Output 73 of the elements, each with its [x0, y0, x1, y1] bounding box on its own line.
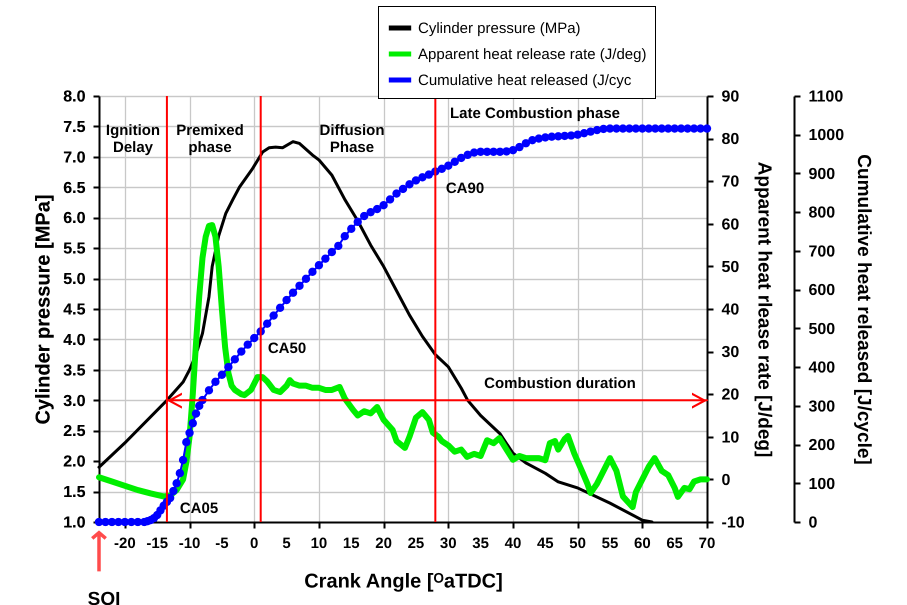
annotation: CA05: [180, 500, 218, 517]
y2-axis-title: Apparent heat rlease rate [J/deg]: [754, 162, 775, 458]
x-tick-label: 50: [569, 535, 586, 552]
y-tick-label: 7.0: [63, 149, 86, 166]
annotation: Ignition Delay: [106, 122, 160, 156]
x-tick-label: 20: [375, 535, 392, 552]
y3-tick-label: 400: [808, 360, 836, 377]
x-tick-label: -10: [178, 535, 200, 552]
y-tick-label: 6.0: [63, 210, 86, 228]
y-tick-label: 8.0: [63, 88, 86, 106]
x-axis-title: Crank Angle [ᴼaTDC]: [304, 570, 503, 592]
y3-tick-label: 600: [808, 282, 836, 300]
y-tick-label: 6.5: [63, 180, 86, 197]
y3-tick-label: 1000: [808, 127, 844, 144]
x-tick-label: 15: [342, 535, 360, 552]
y3-tick-label: 0: [808, 514, 818, 532]
annotation: Diffusion Phase: [320, 122, 384, 156]
y2-tick-label: 80: [722, 131, 740, 148]
legend-label: Cylinder pressure (MPa): [418, 20, 581, 37]
y2-tick-label: 50: [722, 258, 740, 276]
y2-tick-label: 40: [722, 302, 740, 318]
legend-label: Apparent heat release rate (J/deg): [418, 46, 646, 63]
y3-tick-label: 300: [808, 398, 836, 416]
y3-tick-label: 100: [808, 476, 836, 493]
annotation: CA90: [446, 180, 484, 197]
x-tick-label: 0: [250, 535, 258, 552]
y-tick-label: 4.0: [63, 332, 86, 349]
x-tick-label: -15: [146, 535, 168, 552]
y2-tick-label: 90: [722, 88, 740, 106]
y3-tick-label: 1100: [808, 88, 844, 106]
y3-tick-label: 900: [808, 166, 836, 183]
y3-tick-label: 200: [808, 437, 836, 454]
x-tick-label: 65: [666, 535, 684, 552]
y2-tick-label: 30: [722, 344, 740, 362]
y-tick-label: 3.0: [63, 392, 86, 410]
y3-tick-label: 500: [808, 320, 836, 338]
legend-label: Cumulative heat released (J/cyc: [418, 72, 632, 89]
y3-axis-title: Cumulative heat released [J/cycle]: [853, 154, 874, 465]
y-axis-title: Cylinder pressure [MPa]: [32, 194, 54, 425]
annotation: Premixed phase: [176, 122, 244, 156]
y2-tick-label: 10: [722, 429, 740, 446]
y3-tick-label: 800: [808, 204, 836, 222]
y-tick-label: 2.5: [63, 423, 86, 440]
y2-tick-label: 70: [722, 174, 740, 191]
x-tick-label: -5: [215, 535, 229, 552]
x-tick-label: 40: [504, 535, 522, 552]
x-tick-label: 60: [634, 535, 651, 552]
y-tick-label: 5.0: [63, 271, 86, 288]
annotation: Combustion duration: [484, 375, 636, 392]
y-tick-label: 1.0: [63, 514, 86, 532]
x-tick-label: 45: [536, 535, 554, 552]
annotation: Late Combustion phase: [450, 105, 620, 122]
x-tick-label: 10: [310, 535, 328, 552]
x-tick-label: 55: [602, 535, 618, 552]
annotation: CA50: [268, 340, 306, 357]
x-tick-label: 30: [440, 535, 457, 552]
x-tick-label: 35: [472, 535, 489, 552]
y2-tick-label: 60: [722, 216, 740, 234]
y-tick-label: 5.5: [63, 240, 86, 258]
x-tick-label: -20: [114, 535, 136, 552]
x-tick-label: 5: [282, 535, 291, 552]
x-tick-label: 25: [408, 535, 424, 552]
y-tick-label: 1.5: [63, 484, 86, 502]
y-tick-label: 4.5: [63, 302, 86, 318]
y-tick-label: 2.0: [63, 454, 86, 471]
y2-tick-label: 0: [722, 472, 730, 489]
text: SOI: [88, 589, 120, 605]
y-tick-label: 7.5: [63, 118, 86, 136]
y2-tick-label: -10: [722, 514, 745, 532]
x-tick-label: 70: [698, 535, 716, 552]
y-tick-label: 3.5: [63, 362, 86, 380]
y2-tick-label: 20: [722, 386, 740, 404]
y3-tick-label: 700: [808, 243, 836, 260]
